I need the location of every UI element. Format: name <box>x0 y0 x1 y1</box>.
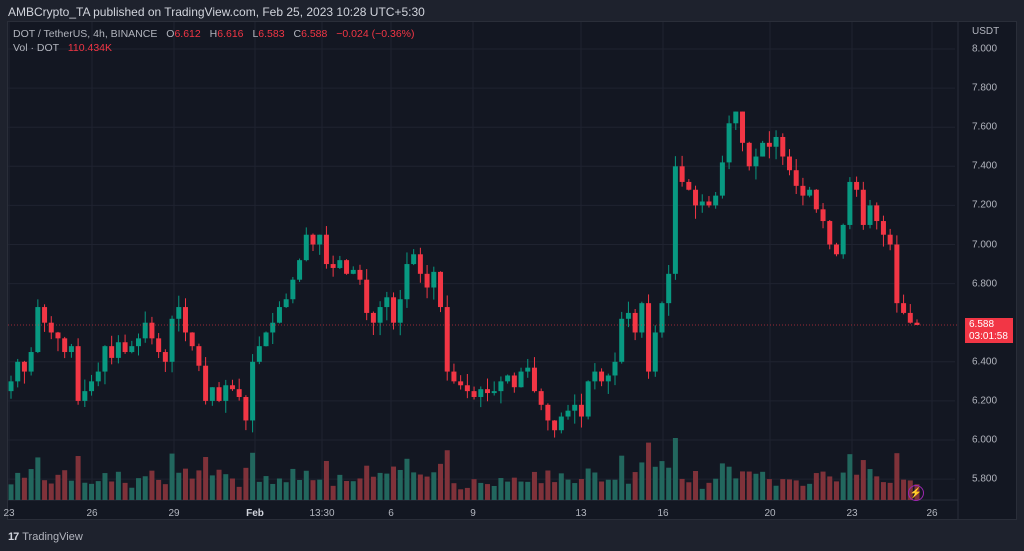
price-tick: 5.800 <box>972 473 998 485</box>
time-tick: 26 <box>86 508 98 519</box>
tradingview-logo[interactable]: 17 TradingView <box>8 531 83 543</box>
open-label: O <box>166 28 175 40</box>
price-tick: 7.200 <box>972 199 998 211</box>
price-tick: 7.400 <box>972 160 998 172</box>
lightning-icon[interactable]: ⚡ <box>908 485 924 501</box>
price-tick: 6.800 <box>972 278 998 290</box>
time-tick: 23 <box>3 508 15 519</box>
volume-legend: Vol · DOT 110.434K <box>13 42 112 54</box>
close-value: 6.588 <box>301 28 328 40</box>
time-tick: 29 <box>168 508 180 519</box>
price-tick: 8.000 <box>972 43 998 55</box>
volume-label[interactable]: Vol · DOT <box>13 42 59 54</box>
price-tick: 6.400 <box>972 356 998 368</box>
last-price-tag: 6.588 03:01:58 <box>965 318 1013 343</box>
price-tick: 6.000 <box>972 434 998 446</box>
bar-countdown: 03:01:58 <box>969 331 1008 342</box>
time-tick: 16 <box>657 508 669 519</box>
change-value: −0.024 (−0.36%) <box>336 28 415 40</box>
high-value: 6.616 <box>217 28 244 40</box>
low-label: L <box>252 28 259 40</box>
publisher-caption: AMBCrypto_TA published on TradingView.co… <box>8 5 425 19</box>
price-tick: 7.800 <box>972 82 998 94</box>
time-tick: 26 <box>926 508 938 519</box>
symbol-legend: DOT / TetherUS, 4h, BINANCE O6.612 H6.61… <box>13 28 415 40</box>
high-label: H <box>209 28 218 40</box>
symbol-label[interactable]: DOT / TetherUS, 4h, BINANCE <box>13 28 158 40</box>
last-price: 6.588 <box>969 319 995 330</box>
chart-pane[interactable] <box>7 21 1017 520</box>
low-value: 6.583 <box>258 28 285 40</box>
time-tick: 6 <box>388 508 394 519</box>
volume-value: 110.434K <box>67 42 113 54</box>
time-tick: 13:30 <box>309 508 335 519</box>
time-tick: 20 <box>764 508 776 519</box>
price-tick: 7.000 <box>972 239 998 250</box>
tradingview-brand: TradingView <box>22 531 83 543</box>
price-axis-unit: USDT <box>972 26 1000 37</box>
time-tick: Feb <box>246 508 264 519</box>
price-tick: 6.200 <box>972 395 998 407</box>
time-tick: 13 <box>575 508 587 519</box>
tradingview-mark-icon: 17 <box>8 531 19 543</box>
close-label: C <box>293 28 302 40</box>
time-tick: 9 <box>470 508 476 519</box>
price-tick: 7.600 <box>972 121 998 133</box>
time-tick: 23 <box>846 508 858 519</box>
open-value: 6.612 <box>174 28 201 40</box>
